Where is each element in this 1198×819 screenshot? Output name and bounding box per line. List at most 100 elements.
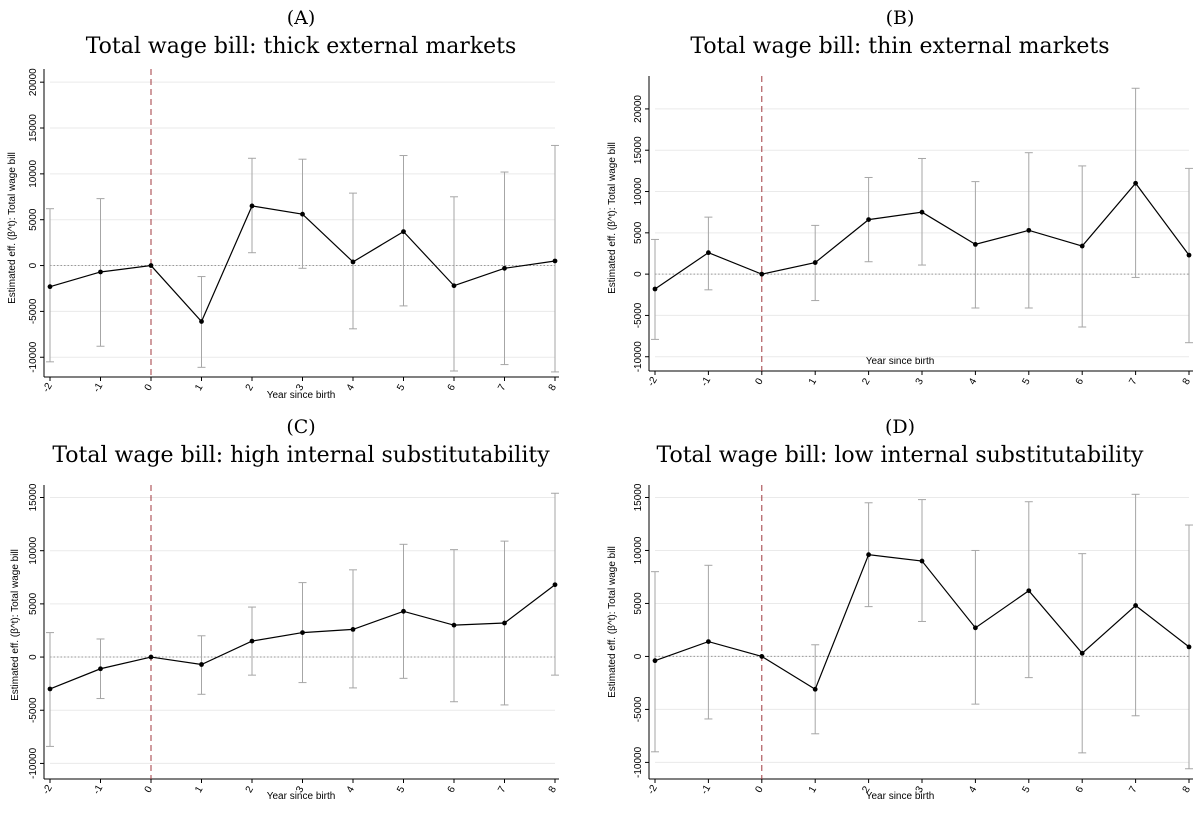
plot-area: -10000 -5000 0 5000 10000 15000 -2 -1 0 1 2 3 4 5 6 7 8 (633, 483, 1193, 796)
y-axis-label: Estimated eff. (β^t): Total wage bill (607, 142, 618, 294)
panel-b-svg: (B) Total wage bill: thin external marke… (607, 7, 1193, 388)
plot-area: -10000 -5000 0 5000 10000 15000 -2 -1 0 1 2 3 4 5 6 7 8 (28, 483, 559, 796)
x-tick-label: -1 (699, 375, 713, 389)
x-axis-label: Year since birth (866, 791, 935, 802)
y-tick-label: 10000 (28, 160, 39, 188)
data-point (919, 209, 925, 215)
panel-title: Total wage bill: high internal substitut… (52, 443, 550, 468)
y-tick-label: 15000 (633, 483, 644, 511)
data-point (866, 217, 871, 223)
panel-b: (B) Total wage bill: thin external marke… (599, 0, 1198, 409)
plot-area: -10000 -5000 0 5000 10000 15000 20000 -2 -1 0 1 2 3 4… (28, 68, 559, 395)
x-axis-label: Year since birth (267, 390, 336, 401)
y-axis-label: Estimated eff. (β^t): Total wage bill (7, 152, 18, 304)
data-point (1133, 180, 1138, 186)
x-tick-label: 5 (1020, 784, 1033, 795)
x-tick-label: -1 (699, 783, 713, 797)
data-point (866, 552, 871, 558)
x-tick-label: 6 (1074, 376, 1087, 387)
data-point (98, 666, 103, 672)
data-point (1026, 588, 1032, 594)
panel-letter: (C) (286, 416, 315, 438)
y-tick-label: -10000 (28, 747, 39, 779)
data-point (652, 286, 658, 292)
y-axis-label: Estimated eff. (β^t): Total wage bill (10, 549, 21, 701)
data-point (1186, 644, 1192, 650)
y-tick-label: 15000 (28, 483, 39, 511)
panel-letter: (B) (886, 7, 915, 29)
x-tick-label: 7 (496, 784, 509, 795)
x-tick-label: 4 (967, 376, 980, 387)
x-tick-label: -2 (41, 381, 55, 395)
x-axis-label: Year since birth (866, 356, 935, 367)
y-tick-label: 5000 (633, 221, 644, 244)
data-point (300, 630, 305, 635)
y-tick-label: -5000 (633, 302, 644, 328)
y-tick-label: -5000 (28, 697, 39, 723)
data-point (451, 283, 457, 289)
data-point (148, 263, 154, 268)
x-axis-label: Year since birth (267, 791, 336, 802)
data-point (759, 271, 765, 277)
x-tick-label: 6 (1074, 784, 1087, 795)
y-tick-label: 20000 (633, 95, 644, 123)
x-tick-label: 1 (807, 784, 820, 795)
y-tick-label: 10000 (633, 536, 644, 564)
panel-title: Total wage bill: thick external markets (86, 34, 517, 59)
y-axis-label: Estimated eff. (β^t): Total wage bill (607, 546, 618, 698)
y-tick-label: 15000 (28, 114, 39, 142)
x-tick-label: 8 (547, 784, 560, 795)
x-tick-label: 0 (753, 376, 766, 387)
x-tick-label: 1 (807, 376, 820, 387)
x-tick-label: 3 (294, 784, 307, 795)
data-point (249, 203, 255, 209)
data-point (552, 258, 558, 264)
data-point (812, 686, 818, 692)
data-point (706, 639, 711, 644)
y-tick-label: 0 (28, 654, 39, 660)
y-tick-label: 15000 (633, 136, 644, 164)
panel-letter: (D) (885, 416, 915, 438)
data-point (973, 241, 978, 247)
panel-title: Total wage bill: thin external markets (690, 34, 1109, 59)
panel-title: Total wage bill: low internal substituta… (657, 443, 1145, 468)
x-tick-label: 5 (1020, 376, 1033, 387)
data-point (401, 608, 406, 614)
x-tick-label: 6 (446, 382, 459, 393)
x-tick-label: 4 (345, 382, 358, 393)
x-tick-label: 8 (547, 382, 560, 393)
data-point (812, 260, 818, 265)
y-tick-label: 0 (28, 262, 39, 268)
plot-area: -10000 -5000 0 5000 10000 15000 20000 -2 -1 0 1 2 3 4… (633, 76, 1193, 388)
data-point (1026, 227, 1032, 233)
x-tick-label: 1 (193, 784, 206, 795)
y-tick-label: -10000 (28, 341, 39, 373)
data-point (1186, 252, 1192, 258)
x-tick-label: 0 (753, 784, 766, 795)
x-tick-label: 3 (294, 382, 307, 393)
panel-c: (C) Total wage bill: high internal subst… (0, 409, 599, 818)
data-point (706, 250, 711, 256)
data-point (451, 622, 457, 628)
x-tick-label: 1 (193, 382, 206, 393)
data-point (973, 625, 978, 631)
y-tick-label: 10000 (633, 177, 644, 205)
x-tick-label: 2 (244, 784, 257, 795)
data-point (148, 654, 154, 660)
y-tick-label: -10000 (633, 341, 644, 373)
data-point (300, 211, 305, 217)
data-point (401, 229, 406, 235)
data-point (199, 319, 204, 324)
panel-a: (A) Total wage bill: thick external mark… (0, 0, 599, 409)
x-tick-label: -2 (646, 783, 660, 797)
data-point (1133, 603, 1138, 608)
x-tick-label: 7 (1127, 784, 1140, 795)
x-tick-label: 7 (1127, 376, 1140, 387)
data-point (47, 686, 53, 692)
data-point (502, 620, 507, 626)
data-point (47, 284, 53, 290)
data-point (199, 662, 204, 667)
data-point (552, 582, 558, 588)
x-tick-label: 0 (143, 784, 156, 795)
x-tick-label: 2 (860, 376, 873, 387)
